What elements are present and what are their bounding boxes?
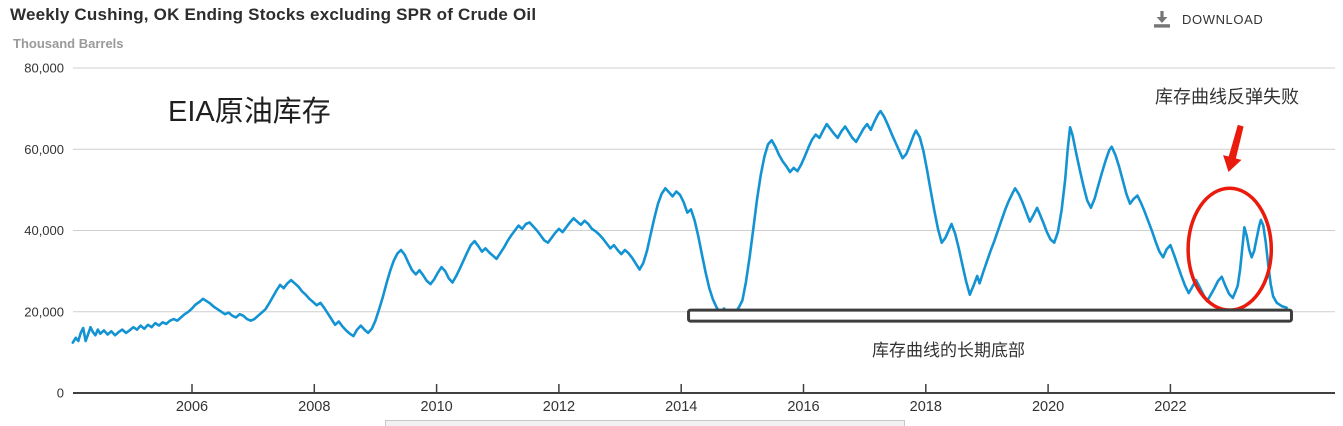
x-axis-label: 2010 xyxy=(420,399,452,415)
x-axis-label: 2012 xyxy=(543,399,575,415)
x-axis-label: 2014 xyxy=(665,399,697,415)
x-axis-label: 2006 xyxy=(176,399,208,415)
red-arrow xyxy=(1223,124,1244,172)
y-axis-label: 40,000 xyxy=(24,223,64,238)
y-axis-label: 80,000 xyxy=(24,61,64,76)
x-axis-label: 2018 xyxy=(910,399,942,415)
download-label: DOWNLOAD xyxy=(1182,11,1264,27)
x-axis-label: 2020 xyxy=(1032,399,1064,415)
y-axis-label: 20,000 xyxy=(24,304,64,319)
failed-rebound-ellipse xyxy=(1186,186,1274,312)
download-button[interactable]: DOWNLOAD xyxy=(1148,5,1267,33)
y-axis-label: 60,000 xyxy=(24,142,64,157)
annotation-long-bottom: 库存曲线的长期底部 xyxy=(872,341,1025,360)
y-axis-units-label: Thousand Barrels xyxy=(13,36,124,51)
x-axis-label: 2016 xyxy=(787,399,819,415)
annotation-rebound-fail: 库存曲线反弹失败 xyxy=(1155,87,1299,107)
y-axis-label: 0 xyxy=(57,386,64,401)
annotation-eia-watermark: EIA原油库存 xyxy=(168,96,331,128)
x-axis-label: 2022 xyxy=(1154,399,1186,415)
scrollbar-thumb[interactable] xyxy=(385,420,905,426)
x-axis-label: 2008 xyxy=(298,399,330,415)
long-bottom-box xyxy=(687,308,1293,323)
download-icon xyxy=(1154,11,1170,28)
page-title: Weekly Cushing, OK Ending Stocks excludi… xyxy=(10,5,537,24)
stock-line xyxy=(71,109,1288,344)
